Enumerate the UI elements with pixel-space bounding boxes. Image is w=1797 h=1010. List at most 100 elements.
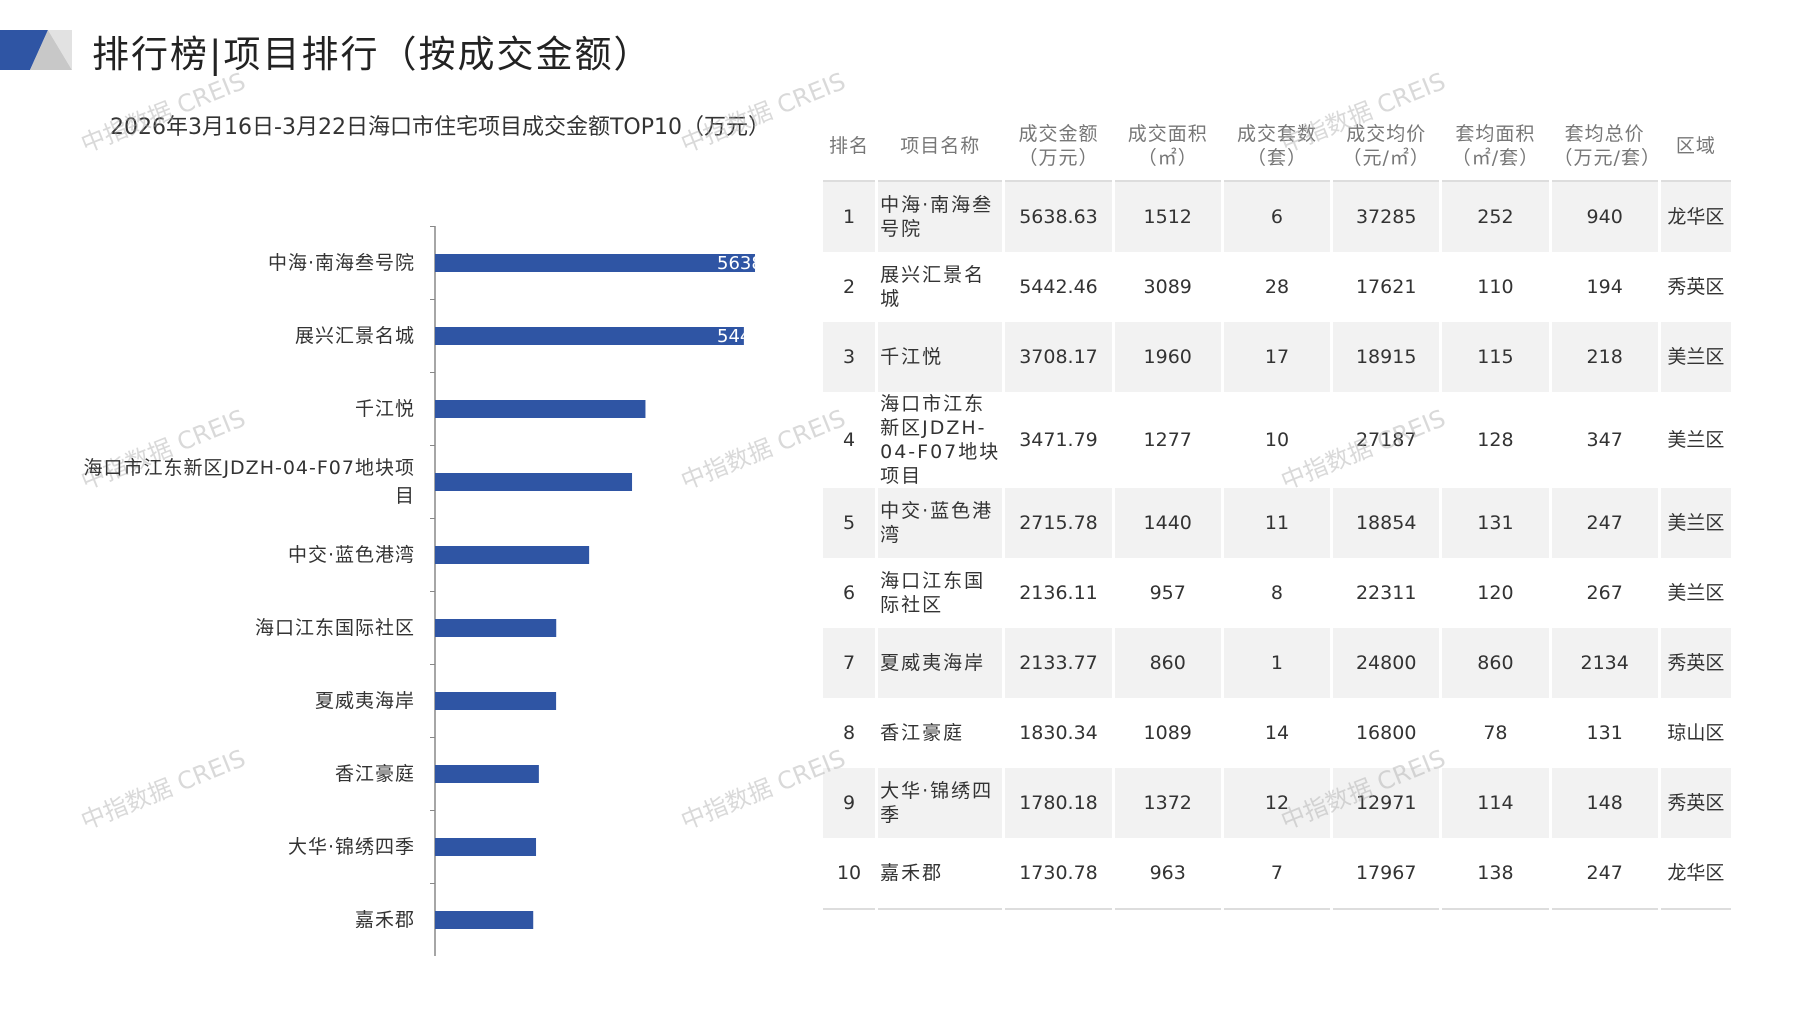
bar: [435, 473, 633, 491]
table-row: 7 夏威夷海岸 2133.77 860 1 24800 860 2134 秀英区: [823, 628, 1731, 698]
value-label: 5638.63: [717, 253, 791, 274]
table-cell: 131: [1586, 722, 1623, 744]
table-cell: 龙华区: [1660, 838, 1731, 910]
column-header: 排名: [823, 112, 876, 182]
y-tick-label: 海口江东国际社区: [254, 617, 415, 639]
value-label: 1780.18: [717, 837, 791, 858]
column-header: 成交套数（套）: [1223, 112, 1331, 182]
table-cell: 218: [1551, 322, 1658, 392]
table-cell: 17967: [1333, 838, 1440, 910]
table-cell: 28: [1264, 276, 1290, 298]
y-tick-label: 大华·锦绣四季: [287, 836, 415, 858]
table-cell: 1: [1223, 628, 1331, 698]
table-cell: 131: [1442, 488, 1549, 558]
table-cell: 美兰区: [1667, 429, 1725, 451]
table-row: 6 海口江东国际社区 2136.11 957 8 22311 120 267 美兰区: [823, 558, 1731, 628]
value-label: 2715.78: [717, 545, 791, 566]
table-cell: 2715.78: [1005, 488, 1112, 558]
table-cell: 中海·南海叁号院: [878, 182, 1003, 252]
table-cell: 10: [823, 838, 876, 910]
table-cell: 17621: [1355, 276, 1417, 298]
table-cell: 美兰区: [1660, 322, 1731, 392]
table-cell: 17: [1223, 322, 1331, 392]
page-title: 排行榜|项目排行（按成交金额）: [92, 33, 653, 76]
column-header: 成交金额（万元）: [1005, 112, 1112, 182]
y-tick-label: 嘉禾郡: [354, 909, 415, 931]
bar: [435, 838, 537, 856]
ranking-table: 排名 项目名称 成交金额（万元） 成交面积（㎡） 成交套数（套） 成交均价（元/㎡） 套均面…: [820, 112, 1734, 910]
table-row: 1 中海·南海叁号院 5638.63 1512 6 37285 252 940 龙华区: [823, 182, 1731, 252]
header-icon: [48, 30, 72, 70]
table-cell: 11: [1223, 488, 1331, 558]
bar: [435, 254, 756, 272]
table-cell: 1: [823, 182, 876, 252]
table-cell: 6: [1223, 182, 1331, 252]
table-cell: 247: [1551, 838, 1658, 910]
table-cell: 秀英区: [1660, 628, 1731, 698]
y-tick-label: 香江豪庭: [334, 763, 415, 785]
table-row: 8 香江豪庭 1830.34 1089 14 16800 78 131 琼山区: [823, 698, 1731, 768]
table-row: 10 嘉禾郡 1730.78 963 7 17967 138 247 龙华区: [823, 838, 1731, 910]
column-header: 套均面积（㎡/套）: [1442, 112, 1549, 182]
table-cell: 267: [1586, 582, 1623, 604]
bar: [435, 765, 539, 783]
table-cell: 3708.17: [1005, 322, 1112, 392]
table-cell: 194: [1586, 276, 1623, 298]
bar: [435, 619, 557, 637]
table-cell: 秀英区: [1667, 276, 1725, 298]
table-cell: 1372: [1114, 768, 1221, 838]
bar: [435, 692, 557, 710]
bar: [435, 911, 534, 929]
table-cell: 千江悦: [878, 322, 1003, 392]
y-tick-label: 中交·蓝色港湾: [287, 544, 415, 566]
value-label: 2133.77: [717, 691, 791, 712]
table-row: 9 大华·锦绣四季 1780.18 1372 12 12971 114 148 秀英区: [823, 768, 1731, 838]
y-tick-label: 海口市江东新区JDZH-04-F07地块项目: [83, 457, 415, 507]
table-cell: 3: [823, 322, 876, 392]
table-cell: 1730.78: [1005, 838, 1112, 910]
table-cell: 24800: [1333, 628, 1440, 698]
table-cell: 7: [1223, 838, 1331, 910]
table-cell: 27187: [1355, 429, 1417, 451]
table-cell: 5442.46: [1019, 276, 1098, 298]
table-cell: 5: [823, 488, 876, 558]
table-cell: 16800: [1355, 722, 1417, 744]
y-tick-label: 夏威夷海岸: [314, 690, 415, 712]
value-label: 5442.46: [717, 326, 791, 347]
table-cell: 8: [843, 722, 856, 744]
table-cell: 2: [843, 276, 856, 298]
table-cell: 128: [1477, 429, 1514, 451]
table-cell: 3089: [1143, 276, 1192, 298]
table-cell: 美兰区: [1667, 582, 1725, 604]
table-cell: 115: [1442, 322, 1549, 392]
column-header: 成交面积（㎡）: [1114, 112, 1221, 182]
table-cell: 海口市江东新区JDZH-04-F07地块项目: [880, 393, 1001, 487]
table-cell: 3471.79: [1019, 429, 1098, 451]
table-cell: 大华·锦绣四季: [878, 768, 1003, 838]
table-row: 4 海口市江东新区JDZH-04-F07地块项目 3471.79 1277 10 2718…: [823, 392, 1731, 488]
value-label: 3708.17: [717, 399, 791, 420]
table-cell: 展兴汇景名城: [880, 264, 986, 310]
table-cell: 110: [1477, 276, 1514, 298]
table-cell: 18915: [1333, 322, 1440, 392]
value-label: 2136.11: [717, 618, 791, 639]
table-cell: 347: [1586, 429, 1623, 451]
table-cell: 957: [1149, 582, 1186, 604]
table-cell: 2134: [1551, 628, 1658, 698]
table-cell: 美兰区: [1660, 488, 1731, 558]
table-cell: 2136.11: [1019, 582, 1098, 604]
table-cell: 10: [1264, 429, 1290, 451]
table-cell: 22311: [1355, 582, 1417, 604]
table-cell: 琼山区: [1667, 722, 1725, 744]
table-cell: 4: [843, 429, 856, 451]
table-cell: 6: [843, 582, 856, 604]
value-label: 1730.78: [717, 910, 791, 931]
table-cell: 78: [1483, 722, 1508, 744]
header-icon: [30, 30, 72, 70]
table-cell: 138: [1442, 838, 1549, 910]
table-cell: 7: [823, 628, 876, 698]
bar: [435, 400, 646, 418]
bar: [435, 546, 590, 564]
